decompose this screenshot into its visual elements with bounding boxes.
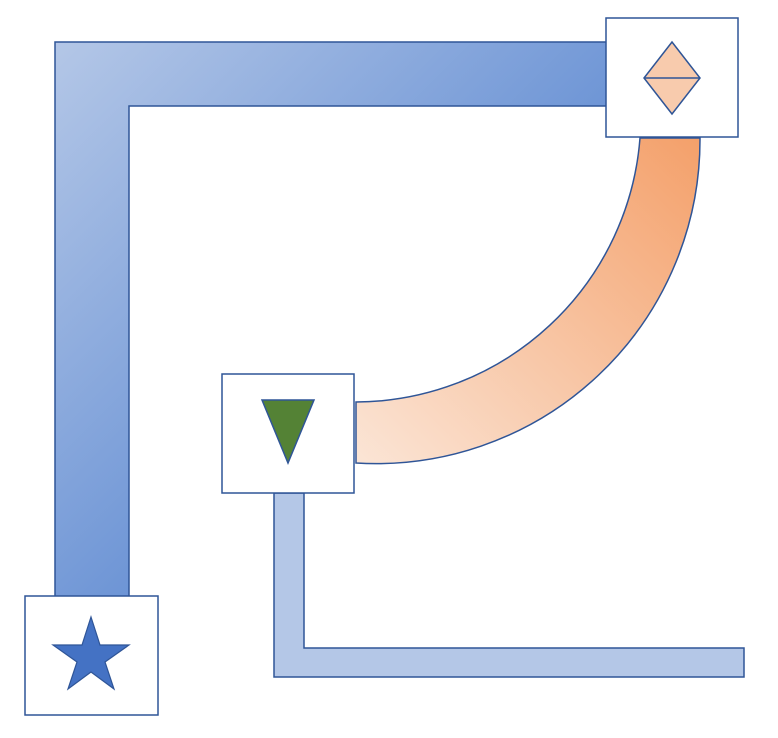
star-icon <box>51 615 131 691</box>
blue-elbow-connector <box>54 41 608 598</box>
diamond-icon <box>643 40 701 116</box>
blue-elbow-connector-body <box>54 41 608 598</box>
light-blue-elbow-connector <box>273 492 745 678</box>
node-star[interactable] <box>24 595 159 716</box>
triangle-down-icon <box>260 399 316 465</box>
orange-curved-connector-body <box>355 137 701 465</box>
node-triangle[interactable] <box>221 373 355 494</box>
light-blue-elbow-connector-body <box>273 492 745 678</box>
orange-curved-connector <box>355 137 701 465</box>
node-diamond[interactable] <box>605 17 739 138</box>
